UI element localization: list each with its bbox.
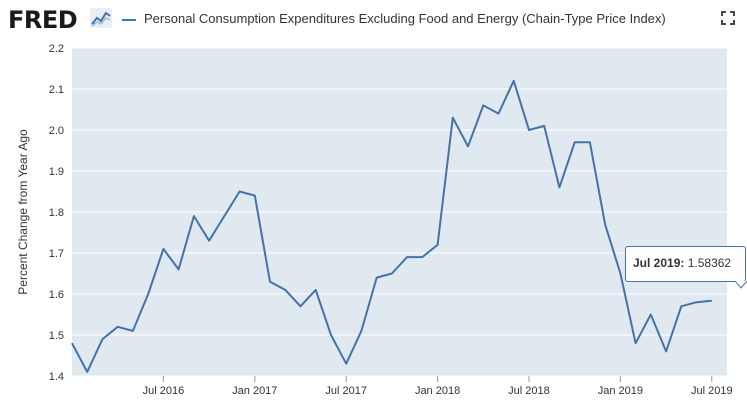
x-axis-ticks: Jul 2016 Jan 2017 Jul 2017 Jan 2018 Jul 2018… [143,376,733,397]
y-tick-label: 1.9 [49,166,64,178]
tooltip-date: Jul 2019: [633,256,685,270]
y-tick-label: 1.6 [49,289,64,301]
fullscreen-icon[interactable] [721,11,735,25]
tooltip-box [625,246,746,282]
data-tooltip: Jul 2019: 1.58362 [625,246,747,289]
y-tick-label: 2.1 [49,84,64,96]
series-line[interactable] [71,79,712,373]
y-tick-label: 1.8 [49,207,64,219]
series-group [71,79,712,373]
x-tick-label: Jul 2019 [691,385,733,397]
y-axis-label: Percent Change from Year Ago [16,129,30,295]
x-tick-label: Jan 2019 [598,385,643,397]
y-axis-ticks: 1.4 1.5 1.6 1.7 1.8 1.9 2.0 2.1 2.2 [49,43,64,383]
tooltip-value: 1.58362 [687,256,732,270]
y-tick-label: 2.0 [49,125,64,137]
fred-logo-graph-icon [90,8,112,28]
x-tick-label: Jul 2016 [143,385,185,397]
x-tick-label: Jul 2017 [325,385,367,397]
x-tick-label: Jan 2017 [232,385,277,397]
y-tick-label: 1.4 [49,371,64,383]
y-tick-label: 1.7 [49,248,64,260]
chart-header: FRED Personal Consumption Expenditures E… [0,0,747,40]
y-tick-label: 2.2 [49,43,64,55]
fred-logo[interactable]: FRED [8,6,78,34]
gridlines [72,47,727,377]
legend-series-title[interactable]: Personal Consumption Expenditures Exclud… [144,11,666,26]
y-tick-label: 1.5 [49,330,64,342]
tooltip-pointer [735,281,747,289]
x-tick-label: Jul 2018 [508,385,550,397]
legend-series-swatch [122,19,136,21]
x-tick-label: Jan 2018 [415,385,460,397]
tooltip-text: Jul 2019: 1.58362 [633,256,731,270]
